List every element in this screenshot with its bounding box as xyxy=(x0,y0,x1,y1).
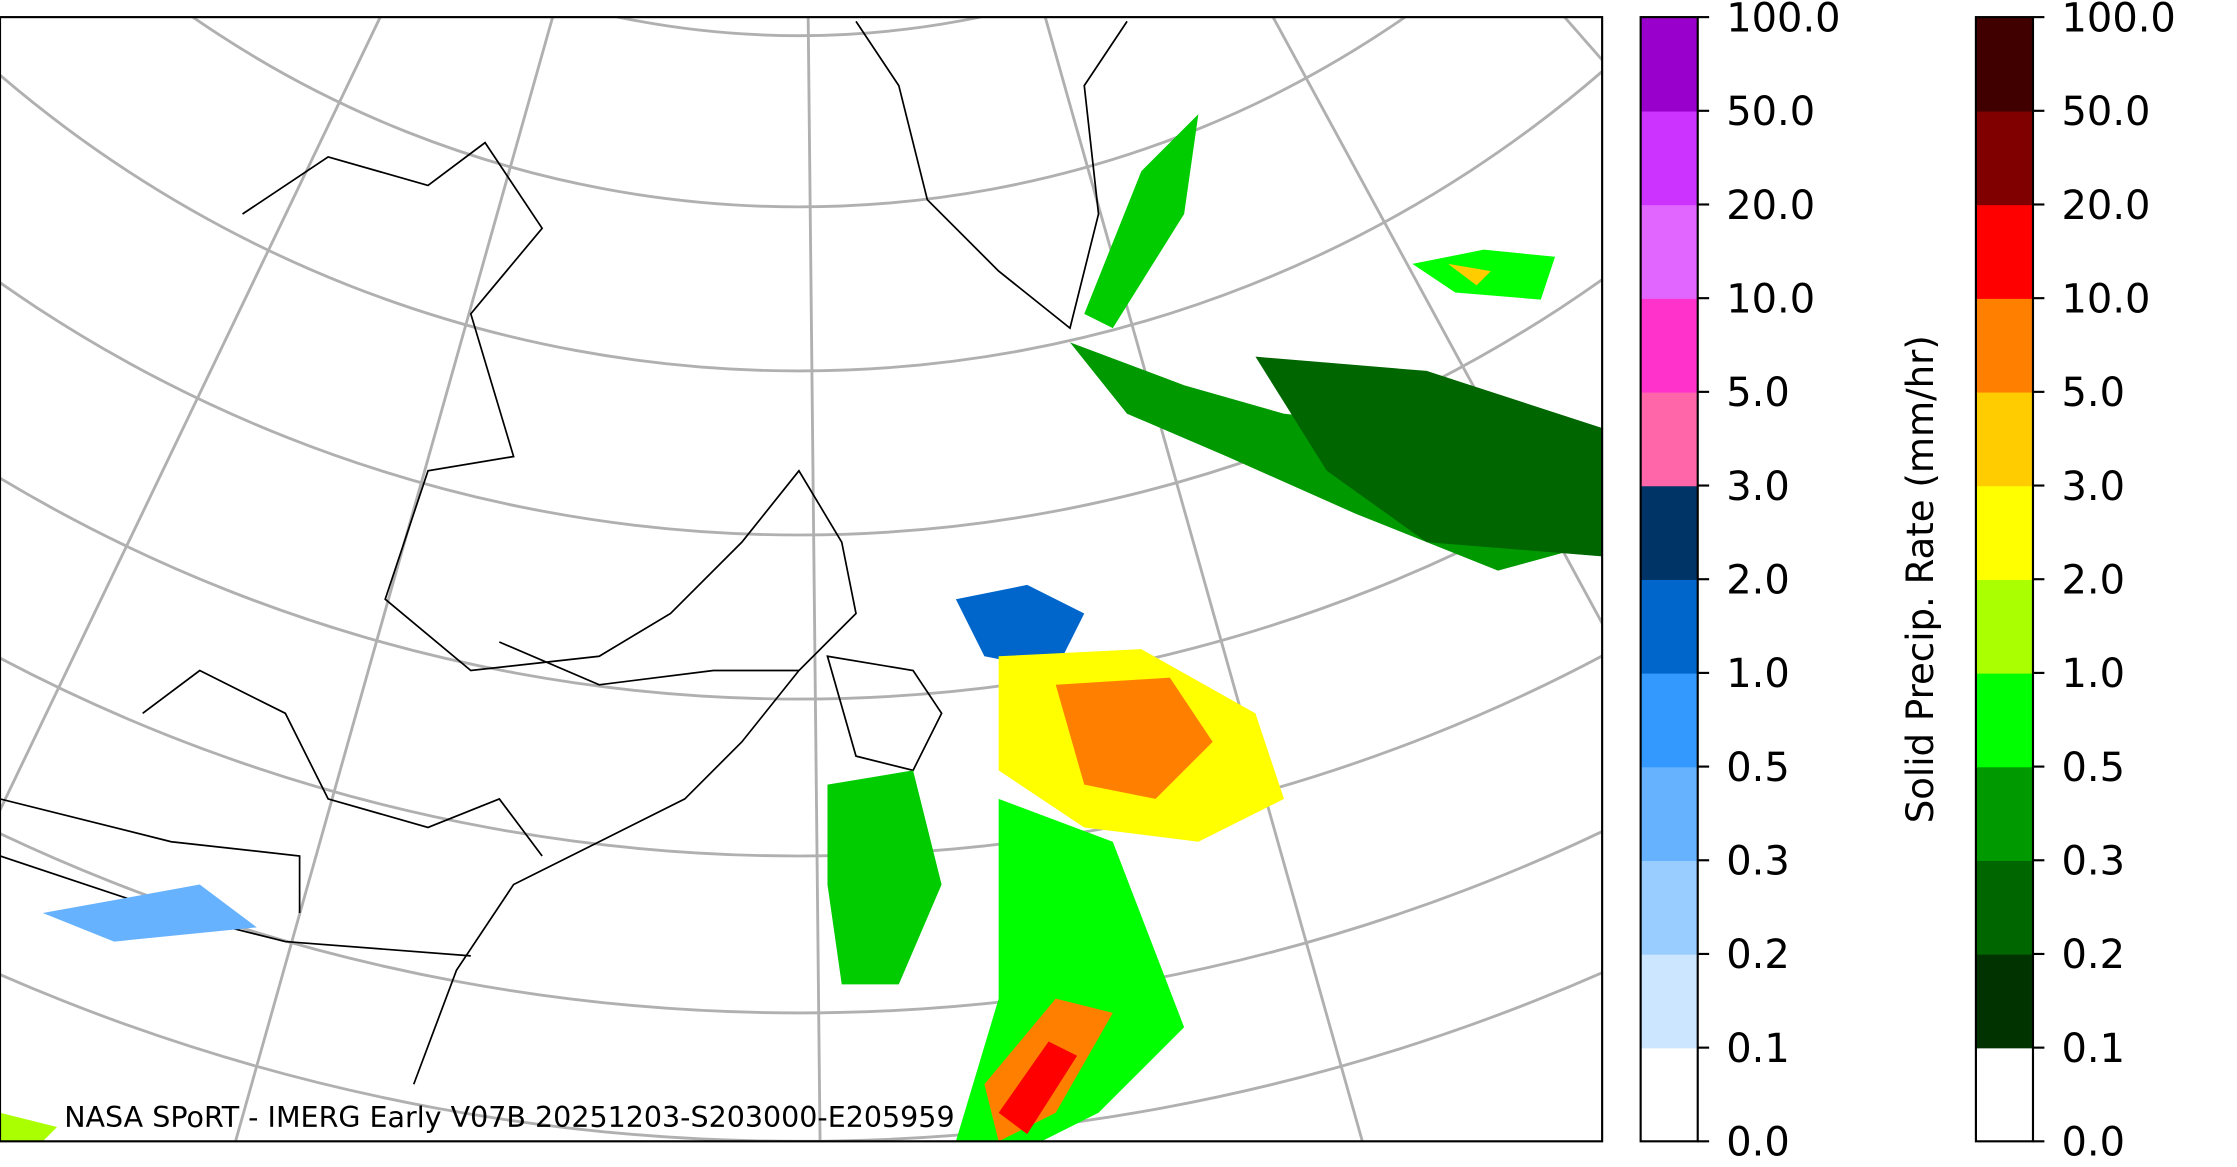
colorbar-tick-label: 3.0 xyxy=(1726,464,1790,510)
colorbar-tick-label: 0.2 xyxy=(1726,932,1790,978)
annotation: NASA SPoRT - IMERG Early V07B 20251203-S… xyxy=(64,1101,954,1134)
colorbar-bin xyxy=(1975,110,2033,206)
colorbar-tick-label: 100.0 xyxy=(1726,0,1840,41)
colorbar-bin xyxy=(1975,860,2033,955)
colorbar-bin xyxy=(1975,1047,2033,1143)
colorbar-bin xyxy=(1975,485,2033,580)
colorbar-bin xyxy=(1975,672,2033,768)
colorbar-bin xyxy=(1640,485,1698,580)
colorbar-bin xyxy=(1975,17,2033,112)
colorbar-bin xyxy=(1640,110,1698,206)
colorbar-tick-label: 20.0 xyxy=(1726,183,1815,229)
colorbar-tick-label: 5.0 xyxy=(1726,370,1790,416)
colorbar-tick-label: 2.0 xyxy=(2062,557,2126,603)
colorbar-bin xyxy=(1640,204,1698,299)
colorbar-tick-label: 0.0 xyxy=(1726,1120,1790,1166)
colorbar-label: Solid Precip. Rate (mm/hr) xyxy=(1899,335,1942,823)
colorbar-bin xyxy=(1975,766,2033,861)
colorbar-bin xyxy=(1975,579,2033,674)
colorbar-tick-label: 20.0 xyxy=(2062,183,2151,229)
colorbar-tick-label: 5.0 xyxy=(2062,370,2126,416)
colorbar-bin xyxy=(1640,579,1698,674)
colorbar-tick-label: 100.0 xyxy=(2062,0,2176,41)
colorbar-tick-label: 10.0 xyxy=(2062,276,2151,322)
colorbar-bin xyxy=(1640,672,1698,768)
colorbar-bin xyxy=(1640,766,1698,861)
colorbar-bin xyxy=(1640,953,1698,1049)
colorbar-bin xyxy=(1640,860,1698,955)
precipitation xyxy=(0,114,1603,1142)
colorbar-tick-label: 0.0 xyxy=(2062,1120,2126,1166)
colorbar-bin xyxy=(1640,17,1698,112)
colorbar-tick-label: 50.0 xyxy=(2062,89,2151,135)
colorbar-tick-label: 2.0 xyxy=(1726,557,1790,603)
coastlines xyxy=(0,20,1128,1085)
colorbar-bin xyxy=(1640,1047,1698,1143)
colorbar-bin xyxy=(1640,298,1698,393)
colorbar-tick-label: 3.0 xyxy=(2062,464,2126,510)
colorbar-bin xyxy=(1640,391,1698,487)
colorbar-bin xyxy=(1975,391,2033,487)
colorbar-tick-label: 0.5 xyxy=(1726,745,1790,791)
colorbar-tick-label: 0.1 xyxy=(2062,1026,2126,1072)
colorbar-tick-label: 0.1 xyxy=(1726,1026,1790,1072)
colorbar-tick-label: 0.3 xyxy=(2062,839,2126,885)
map-frame xyxy=(0,16,1604,1143)
colorbar-bin xyxy=(1975,204,2033,299)
colorbar-tick-label: 1.0 xyxy=(1726,651,1790,697)
colorbar-tick-label: 1.0 xyxy=(2062,651,2126,697)
colorbar-tick-label: 0.5 xyxy=(2062,745,2126,791)
colorbar-tick-label: 0.3 xyxy=(1726,839,1790,885)
colorbar-tick-label: 10.0 xyxy=(1726,276,1815,322)
colorbar-label: Liquid Precip. Rate (mm/hr) xyxy=(2234,324,2237,834)
colorbar-bin xyxy=(1975,953,2033,1049)
colorbar-tick-label: 0.2 xyxy=(2062,932,2126,978)
colorbar-bin xyxy=(1975,298,2033,393)
colorbar-tick-label: 50.0 xyxy=(1726,89,1815,135)
